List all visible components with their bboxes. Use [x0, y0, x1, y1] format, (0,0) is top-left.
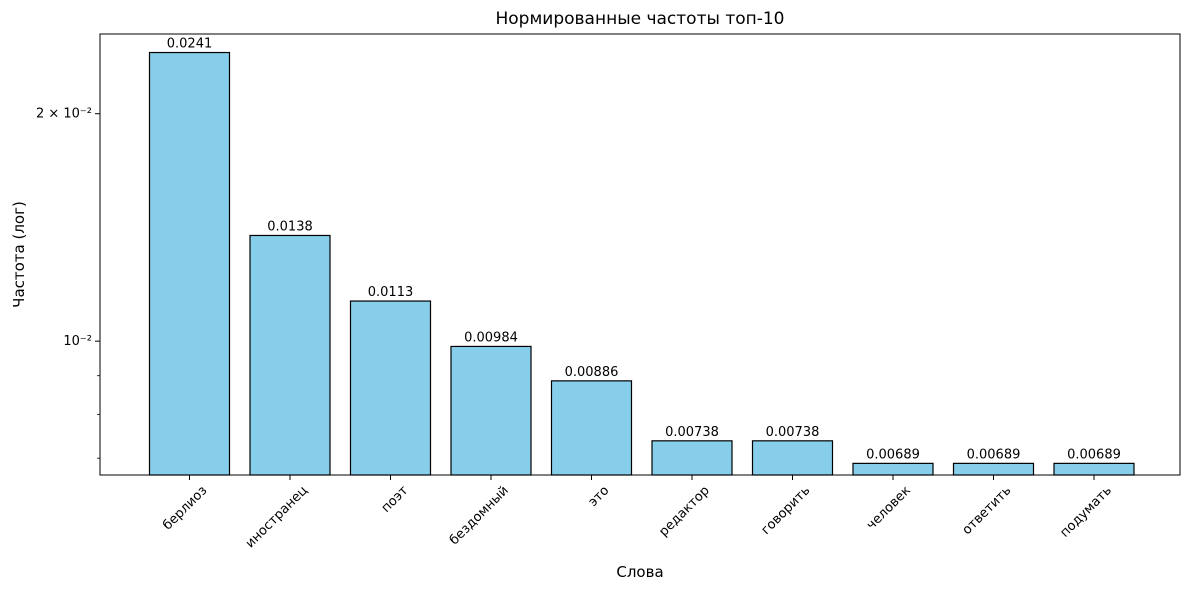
x-tick-label: поэт [379, 483, 412, 516]
y-tick-label: 2 × 10⁻² [36, 107, 92, 122]
bar-value-label: 0.0138 [267, 219, 313, 234]
bar-value-label: 0.00689 [967, 447, 1021, 462]
y-tick-label: 10⁻² [63, 334, 92, 349]
x-tick-label: редактор [656, 483, 712, 539]
bar [852, 462, 934, 476]
plot-frame [99, 33, 1181, 476]
bar-value-label: 0.00689 [1067, 447, 1121, 462]
x-tick-label: человек [864, 483, 914, 533]
bar [550, 380, 633, 476]
bar-value-label: 0.00738 [766, 425, 820, 440]
x-tick-label: это [586, 483, 613, 510]
x-tick-label: бездомный [447, 483, 512, 548]
x-axis-label: Слова [616, 563, 663, 581]
chart-title: Нормированные частоты топ-10 [495, 9, 784, 29]
x-tick-label: иностранец [243, 483, 311, 551]
bar [952, 462, 1035, 476]
x-tick-label: берлиоз [160, 483, 210, 533]
bar [1053, 462, 1135, 476]
bar-value-label: 0.00689 [866, 447, 920, 462]
bar [651, 440, 733, 476]
bar-value-label: 0.0113 [368, 285, 414, 300]
bar [751, 440, 834, 476]
bar-value-label: 0.00886 [565, 365, 619, 380]
bar [349, 300, 432, 476]
bar [450, 345, 532, 476]
bar-value-label: 0.00984 [464, 330, 518, 345]
x-tick-label: подумать [1057, 483, 1114, 540]
bar-value-label: 0.00738 [665, 425, 719, 440]
x-tick-label: говорить [759, 483, 814, 538]
x-tick-label: ответить [960, 483, 1015, 538]
bar [249, 234, 331, 476]
y-axis-label: Частота (лог) [10, 201, 28, 308]
bar-value-label: 0.0241 [167, 37, 213, 52]
bar [148, 51, 231, 476]
plot-area: 0.0241 берлиоз 0.0138 иностранец 0.0113 поэт 0… [36, 37, 1135, 551]
